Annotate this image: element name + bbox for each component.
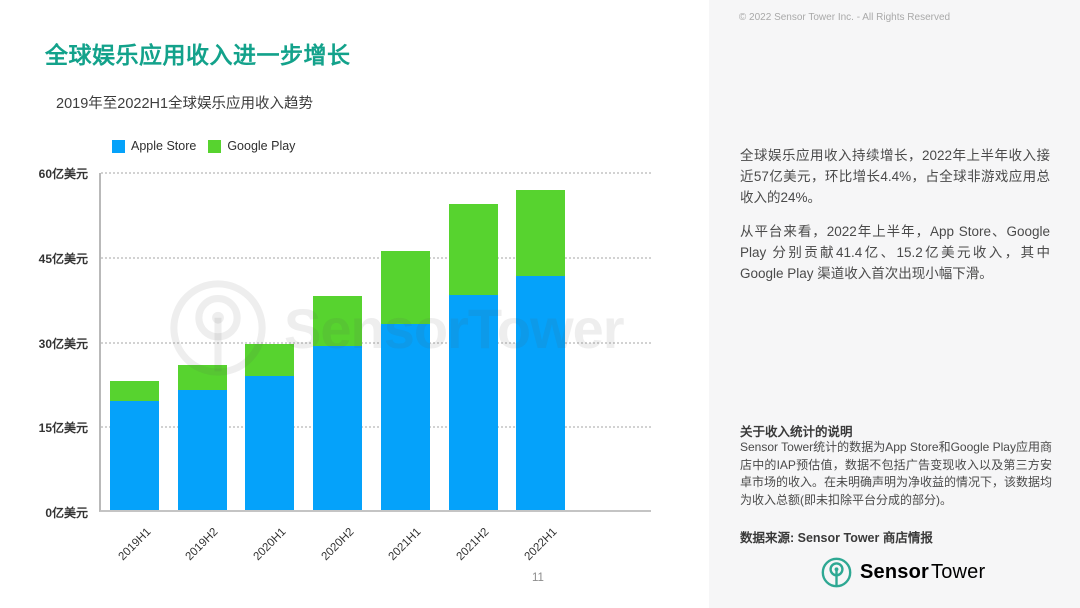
x-tick-label-2021H2: 2021H2 <box>454 526 492 563</box>
bar-apple-store-2021H1 <box>380 324 430 510</box>
bar-apple-store-2020H2 <box>313 346 363 510</box>
gridline-30 <box>101 341 651 344</box>
logo-word-sensor: Sensor <box>860 561 930 583</box>
y-tick-label-0: 0亿美元 <box>45 506 88 520</box>
legend-label: Apple Store <box>131 139 197 153</box>
bar-google-play-2021H2 <box>448 203 498 295</box>
legend-swatch-icon <box>208 139 222 153</box>
page-number: 11 <box>532 572 544 584</box>
bar-google-play-2020H1 <box>245 343 295 377</box>
sensor-tower-logo-icon <box>821 557 852 588</box>
logo-wordmark: Sensor Tower <box>860 561 985 584</box>
y-tick-label-60: 60亿美元 <box>38 167 88 181</box>
bar-google-play-2021H1 <box>380 251 430 325</box>
y-tick-label-30: 30亿美元 <box>38 336 88 351</box>
chart-subtitle: 2019年至2022H1全球娱乐应用收入趋势 <box>56 96 314 112</box>
notes-body: Sensor Tower统计的数据为App Store和Google Play应… <box>740 440 1053 507</box>
summary-paragraph-2: 从平台来看，2022年上半年，App Store、Google Play 分别贡… <box>740 224 1050 281</box>
bar-chart-plot: 2019H1 2019H2 2020H1 2020H2 2021H1 2021H2 2022… <box>99 172 651 563</box>
bar-google-play-2020H2 <box>313 295 363 347</box>
x-tick-label-2020H1: 2020H1 <box>251 526 289 563</box>
bar-google-play-2019H1 <box>110 381 159 401</box>
bar-google-play-2019H2 <box>177 364 227 391</box>
bar-apple-store-2021H2 <box>448 294 498 510</box>
y-tick-label-45: 45亿美元 <box>38 251 88 266</box>
bar-apple-store-2020H1 <box>245 376 295 510</box>
sidebar-panel: © 2022 Sensor Tower Inc. - All Rights Re… <box>709 0 1080 608</box>
x-tick-label-2019H2: 2019H2 <box>183 526 221 563</box>
y-axis-labels: 0亿美元 15亿美元 30亿美元 45亿美元 60亿美元 <box>0 167 88 520</box>
notes-heading: 关于收入统计的说明 <box>740 425 853 439</box>
x-tick-label-2019H1: 2019H1 <box>116 526 153 563</box>
legend-item-google-play: Google Play <box>208 139 295 153</box>
bar-apple-store-2019H2 <box>177 390 227 510</box>
copyright-text: © 2022 Sensor Tower Inc. - All Rights Re… <box>738 12 951 23</box>
sensor-tower-logo: Sensor Tower <box>821 557 985 588</box>
gridline-45 <box>101 256 651 259</box>
legend-label: Google Play <box>227 139 296 153</box>
chart-area: 全球娱乐应用收入进一步增长 2019年至2022H1全球娱乐应用收入趋势 App… <box>0 42 651 584</box>
summary-paragraph-1: 全球娱乐应用收入持续增长，2022年上半年收入接近57亿美元，环比增长4.4%，… <box>740 148 1050 205</box>
legend-swatch-icon <box>112 139 125 153</box>
legend-item-apple-store: Apple Store <box>112 139 196 153</box>
y-tick-label-15: 15亿美元 <box>38 421 88 436</box>
gridline-60 <box>101 172 651 174</box>
x-tick-label-2021H1: 2021H1 <box>386 526 424 563</box>
bar-apple-store-2022H1 <box>516 276 566 510</box>
data-source-label: 数据来源: Sensor Tower 商店情报 <box>740 531 933 545</box>
chart-legend: Apple Store Google Play <box>112 139 295 153</box>
page-title: 全球娱乐应用收入进一步增长 <box>45 42 351 68</box>
bar-google-play-2022H1 <box>516 190 566 277</box>
x-tick-label-2020H2: 2020H2 <box>319 526 357 563</box>
bar-apple-store-2019H1 <box>110 400 159 510</box>
gridline-15 <box>101 426 651 429</box>
logo-word-tower: Tower <box>931 561 986 583</box>
